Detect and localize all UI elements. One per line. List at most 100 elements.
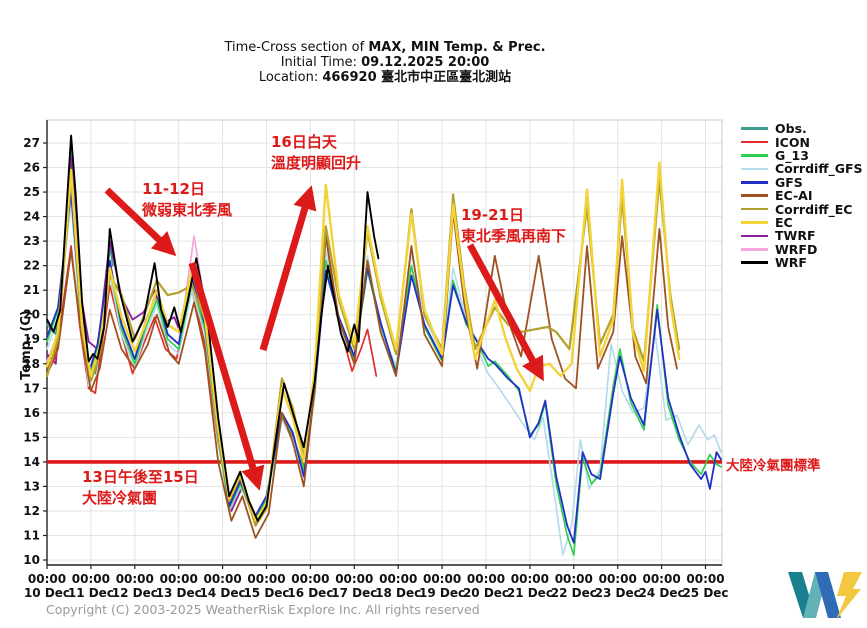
- svg-text:19: 19: [23, 332, 40, 346]
- svg-text:00:00: 00:00: [423, 572, 461, 586]
- svg-text:00:00: 00:00: [28, 572, 66, 586]
- svg-text:21 Dec: 21 Dec: [507, 586, 553, 600]
- legend-swatch: [741, 140, 768, 144]
- svg-text:11: 11: [23, 528, 40, 542]
- svg-text:23 Dec: 23 Dec: [595, 586, 641, 600]
- series-line-EC: [45, 161, 681, 522]
- logo-bolt-icon: [836, 572, 862, 620]
- svg-text:11 Dec: 11 Dec: [68, 586, 114, 600]
- legend-swatch: [741, 247, 768, 251]
- svg-text:12 Dec: 12 Dec: [112, 586, 158, 600]
- legend-swatch: [741, 154, 768, 157]
- legend-label: EC: [775, 214, 793, 230]
- legend-item: Obs.: [741, 122, 863, 135]
- svg-text:14 Dec: 14 Dec: [200, 586, 246, 600]
- legend-label: Corrdiff_GFS: [775, 161, 863, 177]
- annotation-monsoon-return: 19-21日 東北季風再南下: [461, 206, 567, 245]
- legend-swatch: [741, 261, 768, 264]
- svg-text:20 Dec: 20 Dec: [463, 586, 509, 600]
- legend-item: TWRF: [741, 229, 863, 242]
- svg-text:00:00: 00:00: [642, 572, 680, 586]
- svg-text:00:00: 00:00: [203, 572, 241, 586]
- svg-text:25 Dec: 25 Dec: [682, 586, 728, 600]
- legend-label: WRFD: [775, 241, 818, 257]
- svg-text:00:00: 00:00: [247, 572, 285, 586]
- legend-item: EC: [741, 216, 863, 229]
- y-tick-labels: 10 11 12 13 14 15 16 17 18 19 20 21 22 23 24 25 26 27: [23, 136, 47, 567]
- svg-text:00:00: 00:00: [555, 572, 593, 586]
- y-axis-title: Temp. (C): [19, 310, 34, 380]
- annotation-warmup: 16日白天 溫度明顯回升: [271, 133, 362, 172]
- legend-item: Corrdiff_EC: [741, 201, 863, 217]
- logo-stroke-blue: [815, 572, 841, 618]
- svg-text:18 Dec: 18 Dec: [375, 586, 421, 600]
- svg-text:00:00: 00:00: [686, 572, 724, 586]
- legend: Obs. ICON G_13 Corrdiff_GFS GFS EC-AI Corrdiff…: [741, 122, 863, 269]
- series-line-EC-AI: [46, 210, 678, 539]
- legend-label: Corrdiff_EC: [775, 201, 853, 217]
- legend-swatch: [741, 194, 768, 197]
- svg-text:00:00: 00:00: [291, 572, 329, 586]
- legend-swatch: [741, 207, 768, 211]
- svg-text:00:00: 00:00: [467, 572, 505, 586]
- legend-label: WRF: [775, 255, 807, 271]
- legend-swatch: [741, 234, 768, 238]
- svg-text:12: 12: [23, 504, 40, 518]
- annotation-cold-mass: 13日午後至15日 大陸冷氣團: [82, 468, 199, 507]
- svg-text:17 Dec: 17 Dec: [331, 586, 377, 600]
- location: Location: 466920 臺北市中正區臺北測站: [258, 70, 512, 85]
- svg-text:13 Dec: 13 Dec: [156, 586, 202, 600]
- legend-item: ICON: [741, 134, 863, 150]
- legend-item: Corrdiff_GFS: [741, 162, 863, 175]
- svg-text:15: 15: [23, 430, 40, 444]
- svg-text:00:00: 00:00: [511, 572, 549, 586]
- svg-text:24 Dec: 24 Dec: [639, 586, 685, 600]
- legend-label: TWRF: [775, 228, 816, 244]
- svg-text:00:00: 00:00: [379, 572, 417, 586]
- svg-text:23: 23: [23, 234, 40, 248]
- svg-text:15 Dec: 15 Dec: [243, 586, 289, 600]
- legend-swatch: [741, 167, 768, 171]
- weatherrisk-logo: [788, 572, 862, 620]
- svg-text:14: 14: [23, 455, 40, 469]
- legend-label: ICON: [775, 134, 810, 150]
- legend-item: EC-AI: [741, 189, 863, 202]
- legend-swatch: [741, 221, 768, 224]
- svg-text:10: 10: [23, 553, 40, 567]
- legend-item: WRFD: [741, 243, 863, 256]
- svg-text:17: 17: [23, 381, 40, 395]
- svg-text:22: 22: [23, 259, 40, 273]
- svg-text:19 Dec: 19 Dec: [419, 586, 465, 600]
- temperature-chart: 10 11 12 13 14 15 16 17 18 19 20 21 22 23 24 25 26 27 Temp…: [19, 119, 729, 600]
- legend-swatch: [741, 180, 768, 184]
- legend-swatch: [741, 127, 768, 130]
- legend-label: Obs.: [775, 121, 807, 137]
- legend-label: GFS: [775, 174, 803, 190]
- legend-item: G_13: [741, 149, 863, 162]
- svg-text:21: 21: [23, 283, 40, 297]
- legend-label: EC-AI: [775, 188, 813, 204]
- legend-label: G_13: [775, 147, 809, 163]
- chart-title: Time-Cross section of MAX, MIN Temp. & P…: [224, 40, 546, 55]
- threshold-label: 大陸冷氣團標準: [726, 458, 821, 474]
- svg-text:25: 25: [23, 185, 40, 199]
- copyright-text: Copyright (C) 2003-2025 WeatherRisk Expl…: [46, 602, 480, 617]
- svg-text:10 Dec: 10 Dec: [24, 586, 70, 600]
- svg-text:20: 20: [23, 308, 40, 322]
- svg-text:00:00: 00:00: [599, 572, 637, 586]
- title-block: Time-Cross section of MAX, MIN Temp. & P…: [0, 40, 770, 85]
- svg-text:16 Dec: 16 Dec: [287, 586, 333, 600]
- initial-time: Initial Time: 09.12.2025 20:00: [280, 55, 490, 70]
- svg-text:16: 16: [23, 406, 40, 420]
- legend-item: WRF: [741, 256, 863, 269]
- series-line-G_13: [46, 186, 722, 556]
- annotation-arrows: [104, 185, 545, 491]
- svg-text:27: 27: [23, 136, 40, 150]
- svg-text:13: 13: [23, 479, 40, 493]
- svg-text:00:00: 00:00: [335, 572, 373, 586]
- svg-text:00:00: 00:00: [116, 572, 154, 586]
- svg-text:18: 18: [23, 357, 40, 371]
- svg-text:22 Dec: 22 Dec: [551, 586, 597, 600]
